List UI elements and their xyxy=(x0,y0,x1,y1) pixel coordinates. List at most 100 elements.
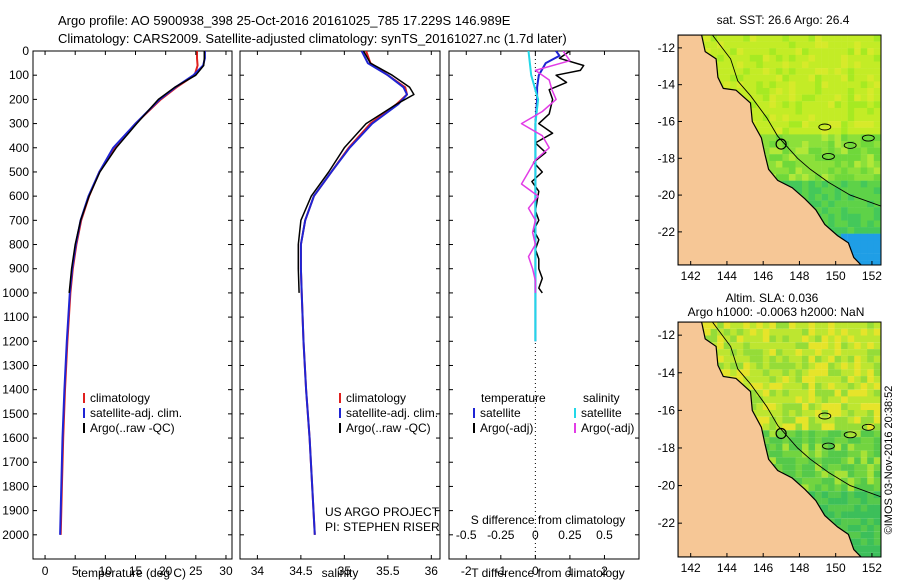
field-cell xyxy=(769,362,777,370)
depth-tick-label: 1000 xyxy=(2,286,29,300)
field-cell xyxy=(828,410,835,417)
field-cell xyxy=(834,35,842,42)
field-cell xyxy=(815,167,822,175)
field-cell xyxy=(834,74,842,82)
field-cell xyxy=(841,180,848,188)
field-cell xyxy=(782,147,790,155)
field-cell xyxy=(782,101,790,108)
field-cell xyxy=(717,362,724,370)
field-cell xyxy=(723,342,731,350)
field-cell xyxy=(854,531,861,539)
field-cell xyxy=(821,376,829,383)
field-cell xyxy=(815,127,822,135)
field-cell xyxy=(788,396,796,404)
field-cell xyxy=(841,81,848,89)
field-cell xyxy=(841,147,848,155)
field-cell xyxy=(775,147,783,155)
field-cell xyxy=(756,94,764,102)
field-cell xyxy=(847,410,855,417)
field-cell xyxy=(749,355,757,363)
field-cell xyxy=(717,322,724,329)
field-cell xyxy=(782,389,790,397)
field-cell xyxy=(782,167,790,175)
x-tick-label: 0 xyxy=(532,564,539,578)
field-cell xyxy=(808,403,816,410)
field-cell xyxy=(775,167,783,175)
field-cell xyxy=(854,81,861,89)
field-cell xyxy=(808,74,816,82)
field-cell xyxy=(710,328,718,336)
field-cell xyxy=(828,101,835,108)
field-cell xyxy=(854,147,861,155)
field-cell xyxy=(828,328,835,336)
field-cell xyxy=(704,328,711,336)
field-cell xyxy=(847,68,855,75)
field-cell xyxy=(730,81,737,89)
field-cell xyxy=(821,430,829,438)
field-cell xyxy=(815,207,822,214)
lon-tick-label: 152 xyxy=(862,269,882,283)
field-cell xyxy=(841,187,848,195)
field-cell xyxy=(847,342,855,350)
field-cell xyxy=(795,107,803,115)
field-cell xyxy=(873,382,881,390)
field-cell xyxy=(821,342,829,350)
field-cell xyxy=(756,114,764,122)
field-cell xyxy=(828,207,835,214)
field-cell xyxy=(736,54,744,62)
field-cell xyxy=(775,41,783,49)
field-cell xyxy=(867,362,874,370)
field-cell xyxy=(815,147,822,155)
field-cell xyxy=(782,107,790,115)
field-cell xyxy=(743,369,751,377)
field-cell xyxy=(860,423,868,431)
field-cell xyxy=(717,335,724,343)
field-cell xyxy=(821,61,829,69)
field-cell xyxy=(847,322,855,329)
field-cell xyxy=(717,61,724,69)
reef-outline xyxy=(843,141,857,149)
field-cell xyxy=(841,107,848,115)
field-cell xyxy=(860,355,868,363)
field-cell xyxy=(730,61,737,69)
field-cell xyxy=(828,443,835,451)
x-tick-label: 15 xyxy=(129,564,143,578)
field-cell xyxy=(821,81,829,89)
field-cell xyxy=(834,464,842,471)
field-cell xyxy=(847,233,855,241)
sla-map-title: Altim. SLA: 0.036 xyxy=(726,291,819,305)
field-cell xyxy=(867,504,874,512)
field-cell xyxy=(743,35,751,42)
field-cell xyxy=(867,121,874,128)
field-cell xyxy=(834,410,842,417)
legend-label: Argo(..raw -QC) xyxy=(90,421,175,435)
field-cell xyxy=(847,328,855,336)
temperature-panel: 0100200300400500600700800900100011001200… xyxy=(2,44,233,580)
field-cell xyxy=(788,382,796,390)
field-cell xyxy=(782,362,790,370)
field-cell xyxy=(743,382,751,390)
field-cell xyxy=(873,504,881,512)
field-cell xyxy=(860,54,868,62)
field-cell xyxy=(873,160,881,168)
field-cell xyxy=(808,114,816,122)
field-cell xyxy=(821,121,829,128)
field-cell xyxy=(847,477,855,485)
field-cell xyxy=(730,35,737,42)
field-cell xyxy=(762,121,770,128)
field-cell xyxy=(873,538,881,546)
field-cell xyxy=(854,511,861,519)
field-cell xyxy=(788,437,796,444)
field-cell xyxy=(854,335,861,343)
field-cell xyxy=(730,349,737,356)
field-cell xyxy=(821,450,829,458)
field-cell xyxy=(867,174,874,181)
field-cell xyxy=(795,470,803,478)
field-cell xyxy=(860,134,868,142)
field-cell xyxy=(808,335,816,343)
field-cell xyxy=(802,187,809,195)
field-cell xyxy=(873,68,881,75)
field-cell xyxy=(860,41,868,49)
x-tick-label: 25 xyxy=(189,564,203,578)
field-cell xyxy=(834,328,842,336)
